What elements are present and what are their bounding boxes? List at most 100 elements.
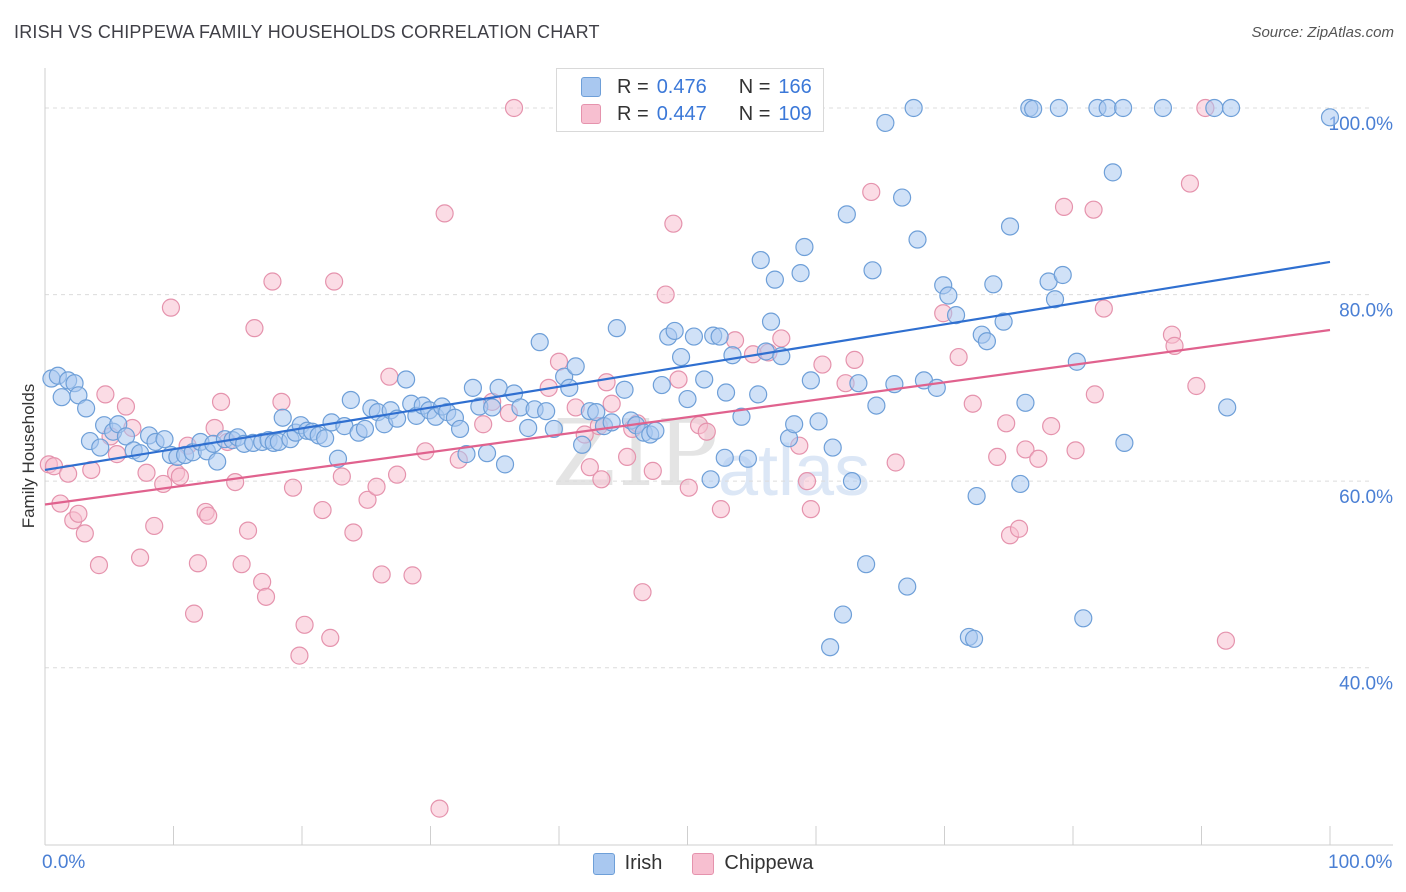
chippewa-point bbox=[188, 554, 208, 573]
irish-point bbox=[560, 378, 579, 397]
chippewa-point bbox=[295, 615, 314, 634]
chippewa-point bbox=[89, 556, 109, 575]
irish-point bbox=[316, 429, 335, 448]
irish-point bbox=[483, 398, 502, 417]
chippewa-point bbox=[325, 272, 344, 291]
y-tick-label: 80.0% bbox=[1339, 301, 1393, 322]
chippewa-point bbox=[580, 458, 599, 477]
legend-label-chippewa: Chippewa bbox=[724, 852, 814, 874]
chippewa-point bbox=[116, 397, 136, 416]
irish-point bbox=[646, 421, 665, 440]
irish-point bbox=[116, 427, 136, 446]
chart-title: IRISH VS CHIPPEWA FAMILY HOUSEHOLDS CORR… bbox=[14, 22, 600, 42]
irish-point bbox=[652, 375, 671, 395]
chippewa-point bbox=[669, 370, 688, 389]
chippewa-point bbox=[813, 355, 832, 374]
chippewa-point bbox=[332, 467, 351, 486]
chippewa-point bbox=[387, 465, 407, 484]
irish-point bbox=[489, 378, 508, 397]
irish-point bbox=[795, 237, 814, 257]
legend-n-value-irish: 166 bbox=[778, 75, 812, 98]
chippewa-point bbox=[772, 329, 791, 348]
irish-point bbox=[155, 430, 174, 449]
irish-point bbox=[876, 113, 895, 133]
irish-swatch-icon bbox=[581, 77, 601, 97]
chippewa-point bbox=[380, 367, 399, 386]
irish-point bbox=[765, 270, 784, 289]
irish-point bbox=[863, 261, 882, 280]
irish-point bbox=[967, 486, 986, 506]
chippewa-point bbox=[1180, 174, 1200, 193]
irish-point bbox=[396, 370, 416, 389]
chippewa-point bbox=[801, 500, 820, 519]
chippewa-point bbox=[1066, 441, 1085, 460]
irish-point bbox=[1218, 398, 1237, 417]
irish-point bbox=[823, 438, 842, 457]
irish-legend-icon bbox=[592, 852, 615, 875]
irish-point bbox=[749, 385, 768, 404]
irish-point bbox=[607, 319, 626, 338]
irish-point bbox=[701, 470, 720, 489]
chippewa-point bbox=[633, 583, 652, 602]
irish-point bbox=[328, 449, 348, 468]
x-tick-label-max: 100.0% bbox=[1328, 852, 1393, 873]
chippewa-point bbox=[313, 500, 332, 520]
chippewa-point bbox=[403, 566, 422, 585]
irish-point bbox=[867, 396, 886, 415]
irish-point bbox=[892, 188, 912, 207]
legend-row-chippewa: R = 0.447 N = 109 bbox=[581, 102, 812, 126]
chippewa-point bbox=[321, 628, 340, 647]
chippewa-point bbox=[1009, 519, 1029, 538]
chippewa-point bbox=[1016, 440, 1035, 459]
legend-item-irish[interactable]: Irish bbox=[592, 852, 662, 875]
irish-point bbox=[1024, 99, 1043, 119]
chippewa-point bbox=[504, 98, 524, 118]
chippewa-point bbox=[145, 516, 164, 536]
chippewa-point bbox=[845, 350, 864, 369]
chippewa-point bbox=[592, 470, 611, 489]
irish-point bbox=[939, 286, 958, 305]
chippewa-point bbox=[69, 504, 88, 523]
y-tick-label: 100.0% bbox=[1329, 114, 1394, 135]
chippewa-point bbox=[643, 461, 662, 480]
irish-point bbox=[1221, 98, 1241, 118]
chippewa-point bbox=[263, 272, 282, 291]
chippewa-point bbox=[862, 182, 881, 202]
x-tick-label-min: 0.0% bbox=[42, 852, 86, 873]
chippewa-point bbox=[75, 524, 94, 543]
irish-point bbox=[519, 418, 538, 438]
irish-point bbox=[678, 389, 697, 409]
chippewa-point bbox=[283, 478, 303, 497]
irish-point bbox=[904, 98, 923, 118]
irish-point bbox=[809, 412, 828, 431]
chippewa-point bbox=[130, 548, 150, 567]
irish-point bbox=[977, 332, 997, 351]
irish-point bbox=[1074, 609, 1093, 628]
irish-point bbox=[1016, 393, 1035, 412]
chippewa-point bbox=[367, 477, 386, 496]
irish-point bbox=[684, 327, 704, 346]
irish-point bbox=[801, 371, 820, 390]
legend-r-label: R = bbox=[617, 102, 649, 125]
chippewa-point bbox=[1084, 200, 1103, 219]
legend-item-chippewa[interactable]: Chippewa bbox=[692, 852, 813, 875]
chippewa-point bbox=[358, 490, 377, 509]
legend-n-label: N = bbox=[738, 75, 771, 98]
stats-legend: R = 0.476 N = 166 R = 0.447 N = 109 bbox=[556, 68, 824, 132]
legend-n-label: N = bbox=[738, 102, 771, 125]
series-legend: Irish Chippewa bbox=[0, 852, 1406, 875]
chippewa-point bbox=[1029, 449, 1048, 468]
irish-point bbox=[671, 347, 691, 367]
irish-point bbox=[1205, 98, 1224, 118]
irish-point bbox=[463, 378, 483, 397]
irish-point bbox=[665, 321, 684, 341]
irish-point bbox=[732, 407, 751, 426]
chippewa-trend-line bbox=[44, 328, 1331, 506]
chippewa-point bbox=[344, 523, 363, 542]
irish-point bbox=[898, 577, 917, 596]
irish-point bbox=[566, 357, 585, 376]
irish-point bbox=[695, 370, 714, 389]
chippewa-point bbox=[656, 285, 675, 304]
chippewa-point bbox=[170, 467, 190, 486]
legend-r-label: R = bbox=[617, 75, 649, 98]
